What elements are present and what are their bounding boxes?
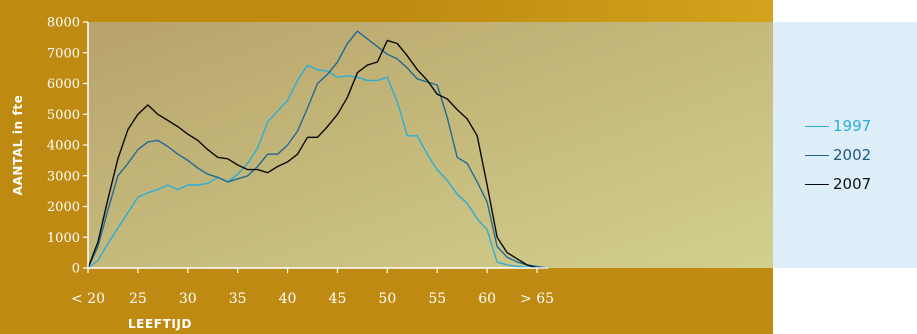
x-tick-label: 55 [428, 291, 446, 307]
legend-swatch [805, 125, 829, 127]
y-tick-label: 8000 [47, 16, 80, 31]
x-tick-label: 40 [279, 291, 297, 307]
legend-label: 2002 [833, 146, 872, 164]
x-tick-label: 50 [378, 291, 396, 307]
y-tick-label: 6000 [47, 77, 80, 92]
y-axis-title: AANTAL in fte [11, 95, 25, 196]
x-ticks: < 20 25 30 35 40 45 50 55 60 > 65 [71, 268, 554, 307]
legend-panel [773, 22, 917, 268]
legend-label: 2007 [833, 175, 872, 193]
x-tick-label: 45 [329, 291, 347, 307]
series-line-2007 [87, 39, 547, 269]
x-axis-title: LEEFTIJD [128, 317, 192, 331]
x-tick-label: < 20 [71, 291, 105, 307]
x-tick-label: 35 [229, 291, 247, 307]
series-line-1997 [87, 64, 548, 269]
x-tick-label: 25 [129, 291, 147, 307]
y-tick-label: 0 [72, 262, 80, 277]
y-tick-label: 5000 [47, 108, 80, 123]
legend-item-2007: 2007 [805, 174, 871, 194]
y-ticks: 0 1000 2000 3000 4000 5000 6000 7000 8000 [47, 16, 88, 277]
y-tick-label: 3000 [47, 169, 80, 184]
legend-item-1997: 1997 [805, 116, 871, 136]
legend-swatch [805, 154, 829, 156]
x-tick-label: 30 [179, 291, 197, 307]
legend-label: 1997 [833, 117, 872, 135]
plot-area [88, 22, 773, 268]
y-tick-label: 1000 [47, 231, 80, 246]
legend-item-2002: 2002 [805, 145, 871, 165]
x-tick-label: > 65 [520, 291, 554, 307]
series-layer [87, 30, 548, 269]
y-tick-label: 7000 [47, 46, 80, 61]
x-tick-label: 60 [478, 291, 496, 307]
legend-swatch [805, 183, 829, 185]
y-tick-label: 2000 [47, 200, 80, 215]
series-line-2002 [87, 30, 548, 269]
y-tick-label: 4000 [47, 139, 80, 154]
